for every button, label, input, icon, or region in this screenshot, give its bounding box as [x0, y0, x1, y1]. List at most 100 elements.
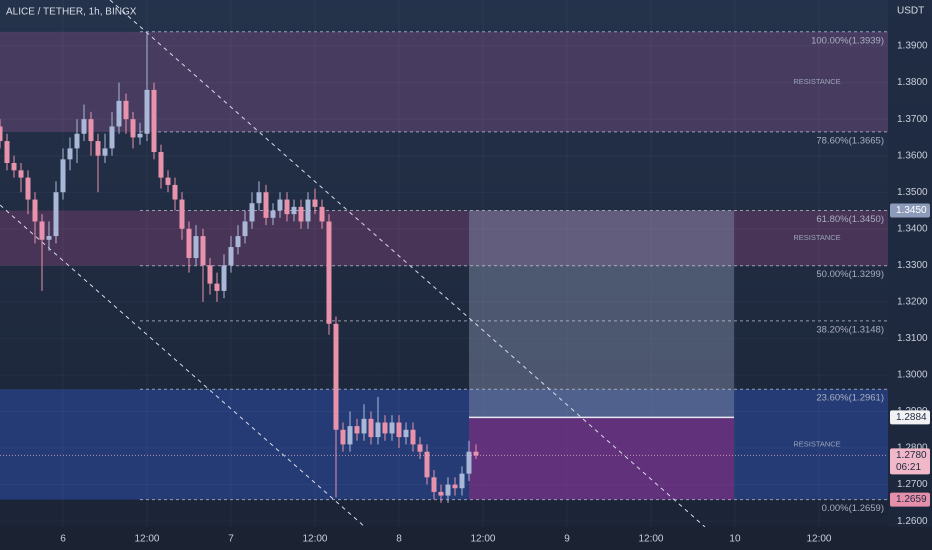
- y-tick-label: 1.3400: [897, 223, 928, 234]
- candle-body: [32, 199, 38, 222]
- candle-body: [270, 210, 276, 218]
- candle-body: [389, 422, 395, 434]
- candle-body: [88, 119, 94, 142]
- candle-body: [452, 484, 458, 489]
- candle-body: [4, 141, 10, 163]
- candle-body: [214, 283, 220, 291]
- candle-body: [340, 429, 346, 445]
- candle-body: [123, 100, 129, 120]
- candle-body: [193, 236, 199, 259]
- candle-body: [305, 199, 311, 222]
- candle-body: [291, 206, 297, 215]
- candle-body: [25, 177, 31, 200]
- candle-body: [473, 451, 479, 456]
- price-badge-label: 1.3450: [896, 205, 927, 216]
- price-badge: [890, 410, 930, 425]
- candle-body: [396, 422, 402, 438]
- x-tick-label: 8: [396, 534, 402, 545]
- candle-body: [263, 192, 269, 218]
- candle-body: [81, 119, 87, 134]
- candle-body: [368, 418, 374, 438]
- fib-label: 0.00%(1.2659): [822, 503, 884, 514]
- y-tick-label: 1.3100: [897, 333, 928, 344]
- candle-body: [200, 236, 206, 266]
- y-tick-label: 1.3500: [897, 187, 928, 198]
- x-tick-label: 12:00: [134, 534, 159, 545]
- candle-body: [431, 477, 437, 492]
- candle-body: [277, 199, 283, 211]
- candle-body: [11, 162, 17, 171]
- y-tick-label: 1.3300: [897, 260, 928, 271]
- last-price-label: 1.2780: [896, 450, 927, 461]
- fib-label: 61.80%(1.3450): [816, 214, 884, 225]
- candle-body: [18, 170, 24, 178]
- candle-body: [0, 126, 3, 142]
- y-tick-label: 1.2600: [897, 516, 928, 527]
- price-axis: [888, 0, 932, 527]
- candle-body: [375, 422, 381, 438]
- candle-body: [130, 119, 136, 138]
- resistance-zone: [0, 389, 888, 500]
- candle-body: [95, 141, 101, 156]
- price-badge: [890, 203, 930, 218]
- candle-body: [459, 473, 465, 489]
- candle-body: [361, 418, 367, 434]
- y-tick-label: 1.3900: [897, 41, 928, 52]
- candle-body: [417, 444, 423, 452]
- candle-body: [207, 265, 213, 284]
- channel-line: [0, 204, 366, 528]
- fib-label: 50.00%(1.3299): [816, 269, 884, 280]
- candle-body: [221, 265, 227, 291]
- candle-body: [46, 236, 52, 240]
- y-tick-label: 1.2800: [897, 443, 928, 454]
- candle-body: [284, 199, 290, 215]
- candle-body: [74, 133, 80, 149]
- chart-title: ALICE / TETHER, 1h, BINGX: [6, 7, 137, 18]
- y-tick-label: 1.3000: [897, 370, 928, 381]
- fib-label: 100.00%(1.3939): [811, 35, 884, 46]
- candle-body: [137, 133, 143, 138]
- candle-body: [102, 148, 108, 156]
- price-badge-label: 1.2659: [896, 494, 927, 505]
- candle-body: [172, 184, 178, 200]
- candle-body: [424, 451, 430, 478]
- y-unit: USDT: [897, 6, 924, 17]
- candle-body: [179, 199, 185, 229]
- candle-body: [228, 247, 234, 266]
- fib-label: 78.60%(1.3665): [816, 135, 884, 146]
- candle-body: [158, 152, 164, 178]
- x-tick-label: 6: [60, 534, 66, 545]
- candle-body: [165, 177, 171, 185]
- candle-body: [466, 451, 472, 474]
- candle-body: [60, 159, 66, 193]
- x-tick-label: 12:00: [806, 534, 831, 545]
- fib-label: 38.20%(1.3148): [816, 324, 884, 335]
- candle-body: [312, 199, 318, 207]
- candle-body: [151, 89, 157, 153]
- candle-body: [67, 148, 73, 160]
- x-tick-label: 12:00: [638, 534, 663, 545]
- candle-body: [242, 221, 248, 237]
- x-tick-label: 10: [729, 534, 741, 545]
- x-tick-label: 12:00: [302, 534, 327, 545]
- fib-label: 23.60%(1.2961): [816, 393, 884, 404]
- candle-body: [298, 206, 304, 222]
- time-axis: [0, 527, 932, 550]
- zone-label: RESISTANCE: [793, 233, 840, 242]
- candle-body: [249, 203, 255, 222]
- y-tick-label: 1.3700: [897, 114, 928, 125]
- countdown: 06:21: [896, 462, 921, 473]
- candle-body: [403, 429, 409, 438]
- candle-body: [326, 221, 332, 324]
- candle-body: [256, 192, 262, 204]
- y-tick-label: 1.3200: [897, 297, 928, 308]
- candle-body: [235, 236, 241, 248]
- last-price-badge: [890, 448, 930, 475]
- candle-body: [144, 89, 150, 134]
- candle-body: [438, 491, 444, 496]
- zone-label: RESISTANCE: [793, 77, 840, 86]
- zone-label: RESISTANCE: [793, 439, 840, 448]
- price-badge: [890, 492, 930, 507]
- candle-body: [445, 484, 451, 496]
